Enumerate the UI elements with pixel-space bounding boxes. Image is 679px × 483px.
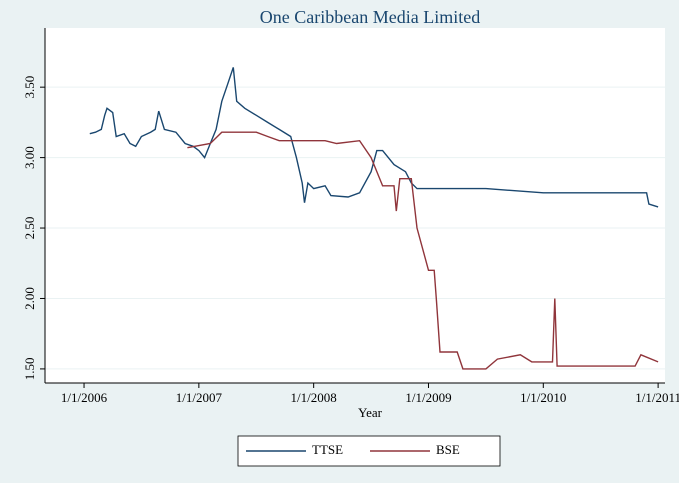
legend-label: TTSE (312, 442, 343, 457)
plot-area (45, 28, 665, 383)
y-tick-label: 2.50 (22, 217, 37, 240)
legend-label: BSE (436, 442, 460, 457)
x-tick-label: 1/1/2010 (520, 390, 566, 405)
y-tick-label: 3.00 (22, 146, 37, 169)
line-series (187, 131, 659, 370)
line-series (89, 67, 659, 208)
y-tick-label: 2.00 (22, 287, 37, 310)
x-tick-label: 1/1/2006 (61, 390, 108, 405)
y-tick-label: 3.50 (22, 76, 37, 99)
chart-title: One Caribbean Media Limited (260, 7, 480, 27)
x-tick-label: 1/1/2008 (291, 390, 337, 405)
x-axis-label: Year (358, 405, 383, 420)
x-tick-label: 1/1/2009 (405, 390, 451, 405)
x-tick-label: 1/1/2007 (176, 390, 223, 405)
y-tick-label: 1.50 (22, 358, 37, 381)
x-tick-label: 1/1/2011 (635, 390, 679, 405)
